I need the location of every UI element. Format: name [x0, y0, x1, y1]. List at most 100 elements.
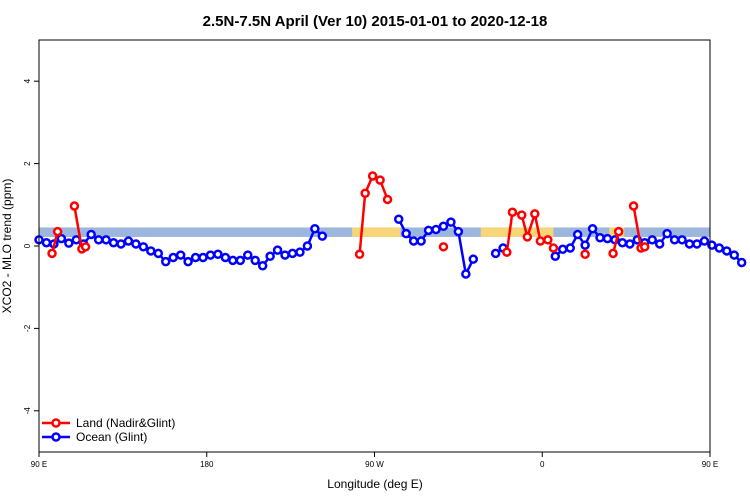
- series-0-point: [613, 226, 624, 237]
- series-1-point: [684, 239, 695, 249]
- y-axis: -4 -2 0 2 4: [23, 78, 39, 414]
- series-0-point: [535, 236, 546, 246]
- series-1-point: [625, 239, 635, 249]
- series-0-segment: [505, 212, 514, 253]
- series-1-point: [317, 231, 328, 241]
- series-1-point: [423, 225, 434, 236]
- series-1-point: [416, 236, 426, 246]
- series-1-point: [431, 224, 441, 235]
- series-0-point: [375, 175, 385, 185]
- series-1-point: [699, 236, 710, 246]
- legend-label: Land (Nadir&Glint): [76, 416, 175, 430]
- series-0-segment: [358, 193, 367, 255]
- series-1: [34, 214, 747, 279]
- series-1-point: [707, 240, 717, 250]
- legend-label: Ocean (Glint): [76, 430, 147, 444]
- series-0-point: [69, 201, 80, 211]
- series-0-point: [628, 201, 639, 211]
- series-0-segment: [632, 205, 643, 249]
- series-1-point: [56, 233, 67, 244]
- land-band: [352, 227, 401, 237]
- series-1-point: [617, 237, 628, 248]
- series-1-point: [235, 255, 246, 266]
- series-1-point: [146, 246, 156, 256]
- x-tick-label: 90 E: [702, 460, 718, 469]
- series-0-point: [438, 242, 449, 252]
- series-1-point: [138, 242, 149, 252]
- series-1-point: [86, 229, 96, 240]
- y-tick-label: -4: [23, 407, 32, 415]
- series-1-point: [401, 228, 411, 239]
- series-0-point: [502, 247, 512, 257]
- series-0-point: [80, 242, 91, 252]
- y-tick-label: 2: [23, 161, 32, 166]
- x-tick-label: 90 W: [365, 460, 384, 469]
- series-1-point: [183, 256, 193, 267]
- series-1-point: [265, 251, 275, 262]
- series-1-point: [558, 244, 568, 255]
- series-0-point: [608, 248, 618, 259]
- series-1-point: [228, 255, 238, 266]
- series-0-point: [52, 226, 63, 237]
- series-1-point: [714, 243, 725, 253]
- series-1-point: [64, 238, 74, 248]
- x-tick-label: 90 E: [31, 460, 47, 469]
- series-0-point: [367, 171, 378, 181]
- y-tick-label: 4: [23, 78, 32, 83]
- series-1-point: [572, 229, 583, 240]
- series-1-point: [662, 228, 672, 239]
- series-1-point: [116, 239, 126, 249]
- series-1-point: [595, 233, 605, 243]
- series-1-point: [41, 237, 52, 248]
- series-1-point: [729, 250, 739, 260]
- series-1-point: [295, 247, 305, 257]
- series-0-point: [360, 188, 370, 199]
- series-1-point: [93, 235, 104, 245]
- series-0: [47, 171, 650, 259]
- series-1-point: [550, 251, 561, 262]
- series-1-point: [461, 269, 471, 279]
- series-1-point: [198, 252, 208, 263]
- series-1-point: [153, 248, 164, 259]
- series-1-point: [587, 223, 598, 234]
- series-1-point: [393, 214, 404, 224]
- series-1-point: [692, 239, 702, 249]
- series-1-point: [243, 250, 253, 260]
- x-axis: 90 E 180 90 W 0 90 E: [31, 452, 718, 469]
- series-0-point: [640, 242, 650, 252]
- y-axis-label: XCO2 - MLO trend (ppm): [0, 179, 14, 314]
- series-1-point: [272, 245, 283, 255]
- series-1-point: [101, 235, 111, 245]
- series-1-point: [190, 252, 201, 263]
- series-1-point: [220, 252, 231, 263]
- x-tick-label: 0: [540, 460, 545, 469]
- series-1-point: [580, 240, 590, 250]
- series-0-point: [516, 210, 527, 220]
- series-1-point: [677, 235, 687, 245]
- legend-marker: [51, 432, 61, 442]
- series-1-point: [108, 237, 119, 248]
- series-1-point: [302, 241, 313, 251]
- series-1-point: [602, 233, 613, 244]
- series-0-point: [382, 194, 393, 205]
- series-0-point: [548, 243, 559, 253]
- y-tick-label: -2: [23, 324, 32, 332]
- x-tick-label: 180: [200, 460, 214, 469]
- land-band: [480, 227, 554, 237]
- series-1-point: [408, 236, 419, 246]
- series-1-point: [280, 250, 290, 260]
- series-1-point: [736, 257, 747, 268]
- series-0-point: [47, 248, 57, 259]
- series-0-point: [522, 232, 533, 242]
- series-1-point: [647, 235, 657, 245]
- series-1-point: [175, 250, 186, 260]
- series-1-point: [287, 248, 298, 259]
- series-1-point: [131, 239, 141, 249]
- series-1-point: [468, 254, 479, 264]
- series-0-point: [580, 249, 590, 259]
- series-1-point: [453, 226, 464, 237]
- series-1-point: [123, 236, 134, 246]
- series-1-point: [168, 252, 178, 263]
- series-1-point: [446, 217, 456, 227]
